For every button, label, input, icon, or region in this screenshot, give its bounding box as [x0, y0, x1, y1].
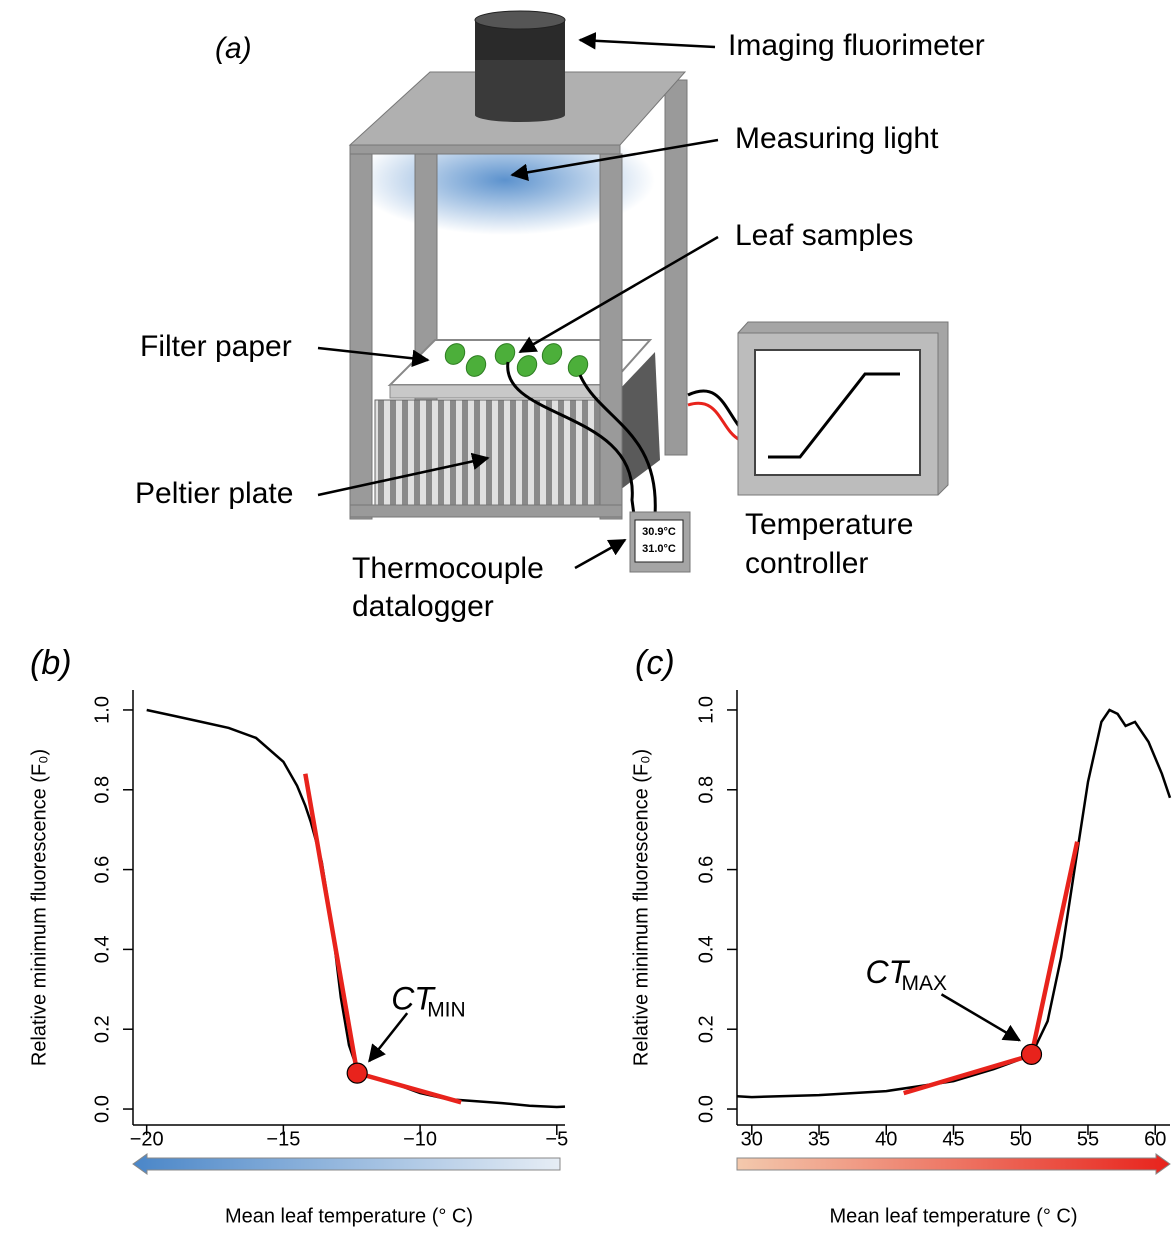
- label: Imaging fluorimeter: [728, 29, 985, 62]
- label: Measuring light: [735, 122, 939, 155]
- fluorescence-line: [736, 708, 1172, 1099]
- annotation: CT: [391, 981, 436, 1017]
- y-tick-label: 0.0: [91, 1095, 113, 1123]
- y-tick-label: 0.8: [91, 776, 113, 804]
- y-axis-label: Relative minimum fluorescence (F₀): [630, 749, 652, 1066]
- fit-line: [356, 1070, 462, 1105]
- fit-line: [1029, 841, 1080, 1056]
- x-tick-label: −15: [266, 1128, 300, 1150]
- ct-point: [346, 1062, 368, 1084]
- fit-line: [903, 1053, 1033, 1096]
- label: Leaf samples: [735, 219, 913, 252]
- x-tick-label: −5: [545, 1128, 568, 1150]
- datalogger-reading: 30.9°C: [642, 526, 676, 538]
- y-tick-label: 0.4: [695, 935, 717, 963]
- label: datalogger: [352, 590, 494, 623]
- y-tick-label: 1.0: [91, 696, 113, 724]
- panel-label: (c): [635, 644, 675, 682]
- y-tick-label: 0.2: [695, 1015, 717, 1043]
- temperature-arrow: [132, 1153, 561, 1175]
- x-tick-label: 50: [1010, 1128, 1032, 1150]
- label: Filter paper: [140, 330, 292, 363]
- arrows: [317, 32, 719, 570]
- y-tick-label: 0.0: [695, 1095, 717, 1123]
- datalogger-reading: 31.0°C: [642, 543, 676, 555]
- annotation-arrow: [940, 993, 1022, 1042]
- x-tick-label: 40: [875, 1128, 897, 1150]
- ct-point: [1020, 1043, 1043, 1065]
- label: controller: [745, 547, 868, 580]
- y-tick-label: 0.4: [91, 935, 113, 963]
- annotation-arrow: [368, 1012, 409, 1063]
- fluorescence-line: [146, 708, 566, 1109]
- x-tick-label: 60: [1144, 1128, 1166, 1150]
- y-tick-label: 0.2: [91, 1015, 113, 1043]
- x-tick-label: −20: [130, 1128, 164, 1150]
- x-axis-label: Mean leaf temperature (° C): [829, 1205, 1077, 1227]
- x-tick-label: 35: [808, 1128, 830, 1150]
- x-tick-label: 30: [741, 1128, 763, 1150]
- label: Temperature: [745, 508, 913, 541]
- y-tick-label: 1.0: [695, 696, 717, 724]
- temperature-arrow: [736, 1153, 1171, 1175]
- x-tick-label: 55: [1077, 1128, 1099, 1150]
- label: Peltier plate: [135, 477, 293, 510]
- panel-label: (a): [215, 32, 252, 65]
- y-tick-label: 0.8: [695, 776, 717, 804]
- fit-line: [303, 773, 360, 1074]
- y-axis-label: Relative minimum fluorescence (F₀): [28, 749, 50, 1066]
- x-tick-label: 45: [942, 1128, 964, 1150]
- y-tick-label: 0.6: [91, 856, 113, 884]
- apparatus: [348, 10, 949, 573]
- x-axis-label: Mean leaf temperature (° C): [225, 1205, 473, 1227]
- label: Thermocouple: [352, 552, 544, 585]
- panel-label: (b): [30, 644, 72, 682]
- annotation: CT: [865, 954, 910, 990]
- y-tick-label: 0.6: [695, 856, 717, 884]
- x-tick-label: −10: [403, 1128, 437, 1150]
- annotation-subscript: MIN: [427, 999, 466, 1022]
- annotation-subscript: MAX: [901, 972, 947, 995]
